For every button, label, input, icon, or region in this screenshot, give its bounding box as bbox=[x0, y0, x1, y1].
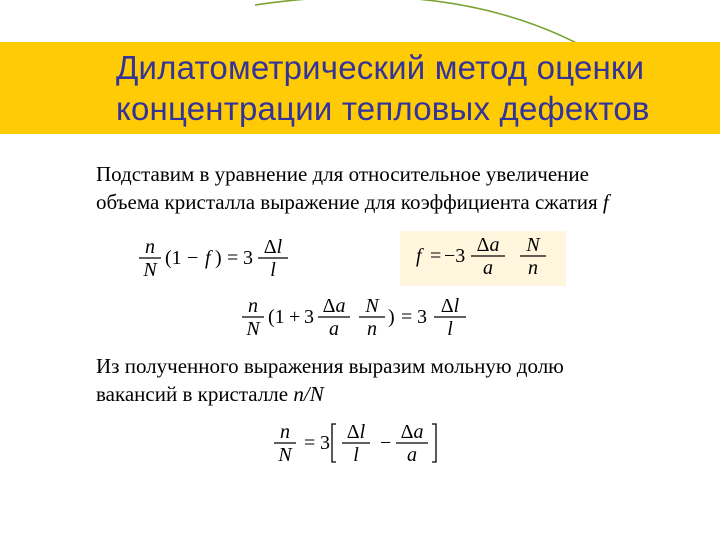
svg-text:n: n bbox=[280, 421, 290, 443]
title-bar: Дилатометрический метод оценки концентра… bbox=[0, 42, 720, 134]
equation-4: n N = 3 Δl l − Δa a bbox=[270, 416, 450, 470]
svg-text:=: = bbox=[401, 306, 412, 328]
svg-text:Δl: Δl bbox=[440, 295, 459, 317]
svg-text:3: 3 bbox=[304, 306, 314, 328]
svg-text:a: a bbox=[407, 444, 417, 466]
svg-text:−3: −3 bbox=[444, 245, 465, 267]
svg-text:Δa: Δa bbox=[322, 295, 345, 317]
svg-text:N: N bbox=[142, 259, 158, 281]
paragraph-2: Из полученного выражения выразим мольную… bbox=[0, 352, 720, 409]
svg-text:=: = bbox=[304, 432, 315, 454]
equation-row-3: n N = 3 Δl l − Δa a bbox=[0, 416, 720, 470]
paragraph-1: Подставим в уравнение для относительное … bbox=[0, 160, 720, 217]
svg-text:−: − bbox=[380, 432, 391, 454]
svg-text:+: + bbox=[289, 306, 300, 328]
svg-text:N: N bbox=[277, 444, 293, 466]
svg-text:3: 3 bbox=[320, 432, 330, 454]
svg-text:(1: (1 bbox=[268, 306, 285, 328]
svg-text:n: n bbox=[528, 257, 538, 279]
svg-text:Δl: Δl bbox=[347, 421, 366, 443]
svg-text:a: a bbox=[329, 318, 339, 340]
svg-text:f: f bbox=[205, 247, 213, 269]
svg-text:N: N bbox=[245, 318, 261, 340]
svg-text:(1: (1 bbox=[165, 247, 182, 269]
paragraph-2-text: Из полученного выражения выразим мольную… bbox=[96, 354, 564, 406]
svg-text:n: n bbox=[367, 318, 377, 340]
svg-text:l: l bbox=[353, 444, 359, 466]
svg-text:a: a bbox=[483, 257, 493, 279]
equation-row-2: n N (1 + 3 Δa a N n ) = 3 Δl l bbox=[0, 292, 720, 342]
equation-1: n N (1 − f ) = 3 Δl l bbox=[135, 235, 300, 281]
equation-2-box: f = −3 Δa a N n bbox=[400, 231, 566, 286]
equation-row-1: n N (1 − f ) = 3 Δl l f = −3 Δa bbox=[0, 231, 720, 286]
slide-body: Подставим в уравнение для относительное … bbox=[0, 160, 720, 470]
svg-text:Δa: Δa bbox=[476, 234, 499, 256]
svg-text:N: N bbox=[525, 234, 541, 256]
svg-text:N: N bbox=[364, 295, 380, 317]
equation-2: f = −3 Δa a N n bbox=[408, 233, 558, 279]
svg-text:n: n bbox=[145, 236, 155, 258]
svg-text:3: 3 bbox=[243, 247, 253, 269]
slide-title: Дилатометрический метод оценки концентра… bbox=[0, 47, 720, 130]
paragraph-2-var: n/N bbox=[293, 382, 323, 406]
svg-text:n: n bbox=[248, 295, 258, 317]
svg-text:3: 3 bbox=[417, 306, 427, 328]
svg-text:=: = bbox=[430, 245, 441, 267]
svg-text:): ) bbox=[388, 306, 395, 328]
svg-text:): ) bbox=[215, 247, 222, 269]
svg-text:l: l bbox=[447, 318, 453, 340]
svg-text:−: − bbox=[187, 247, 198, 269]
paragraph-1-text: Подставим в уравнение для относительное … bbox=[96, 162, 603, 214]
svg-text:Δl: Δl bbox=[263, 236, 282, 258]
equation-3: n N (1 + 3 Δa a N n ) = 3 Δl l bbox=[238, 292, 483, 342]
paragraph-1-var: f bbox=[603, 190, 609, 214]
svg-text:=: = bbox=[227, 247, 238, 269]
svg-text:f: f bbox=[416, 245, 424, 267]
svg-text:l: l bbox=[270, 259, 276, 281]
svg-text:Δa: Δa bbox=[401, 421, 424, 443]
